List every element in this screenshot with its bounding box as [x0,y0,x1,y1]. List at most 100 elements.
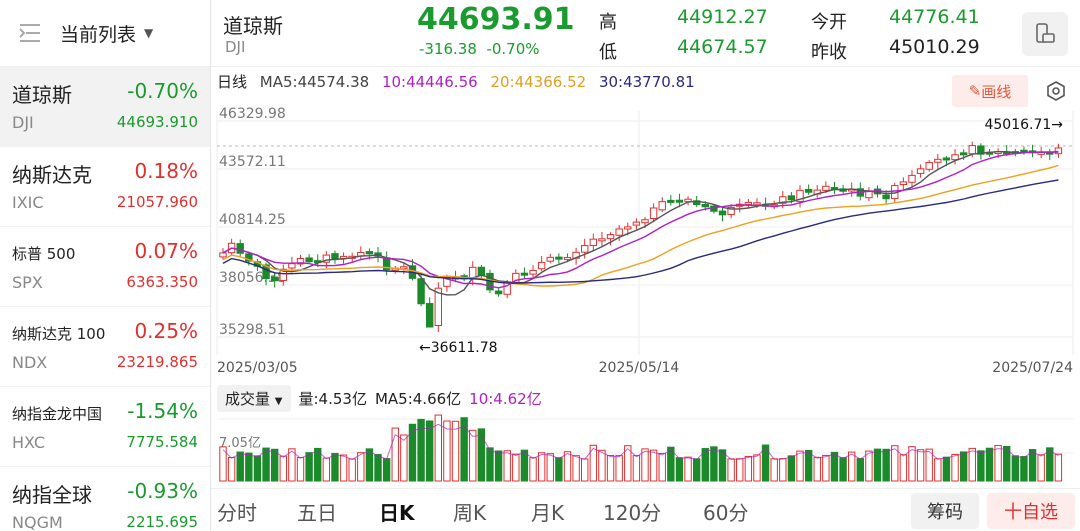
y-tick-label: 35298.51 [219,322,286,338]
volume-bar [443,420,451,482]
volume-bar [856,458,865,482]
volume-bar [555,457,563,482]
draw-line-button[interactable]: ✎ 画线 [952,75,1028,107]
sidebar-item-ndx[interactable]: 纳斯达克 100 NDX 0.25% 23219.865 [0,307,210,387]
high-label: 高 [599,12,617,33]
pencil-icon: ✎ [968,82,982,100]
sidebar-item-code: NDX [12,353,48,372]
volume-bar [279,455,287,482]
volume-bar [770,458,778,482]
candle-down [520,272,529,276]
candle-up [598,238,606,242]
candle-up [822,185,830,191]
period-tabs: 分时 五日 日K 周K 月K 120分 60分 筹码 十自选 [211,488,1080,531]
sidebar-item-ixic[interactable]: 纳斯达克 IXIC 0.18% 21057.960 [0,147,210,227]
candle-up [615,228,623,236]
sidebar-header: 当前列表 ▼ [0,0,210,67]
sidebar-item-percent: 0.18% [134,159,198,183]
candle-down [425,303,434,328]
quote-header: 道琼斯 DJI 44693.91 -316.38 -0.70% 高 44912.… [211,0,1080,67]
volume-bar [882,448,890,482]
current-price: 44693.91 [417,2,575,37]
kline-svg[interactable]: 46329.9843572.1140814.2538056.3835298.51… [211,67,1080,488]
volume-bar [753,454,761,482]
candle-down [305,257,313,263]
sidebar-item-nqgm[interactable]: 纳指全球 NQGM -0.93% 2215.695 [0,467,210,531]
volume-bar [1003,445,1011,482]
candle-up [400,266,408,270]
ma10-line [222,151,1059,289]
tab-3[interactable]: 周K [453,501,487,525]
sidebar-item-percent: 0.07% [134,239,198,263]
volume-bar [581,458,589,482]
candle-up [753,202,761,206]
volume-bar [977,450,985,482]
candle-down [804,188,813,193]
volume-bar [736,458,744,482]
volume-bar [632,455,641,482]
volume-value: 量:4.53亿 [298,389,367,408]
candle-down [882,194,890,200]
collapse-menu-icon[interactable] [0,23,60,43]
volume-bar [830,451,839,482]
tab-4[interactable]: 月K [531,501,565,525]
open-value: 44776.41 [889,6,980,28]
volume-bar [1020,456,1028,482]
volume-bar [400,434,408,482]
volume-selector[interactable]: 成交量 ▼ [217,384,291,412]
candle-up [641,219,649,224]
candle-up [779,196,787,204]
volume-tick-label: 7.05亿 [219,436,261,451]
rotate-screen-icon[interactable] [1022,12,1068,56]
tab-6[interactable]: 60分 [703,501,749,525]
settings-icon[interactable] [1041,76,1071,106]
prev-close-value: 45010.29 [889,36,980,58]
sidebar-item-name: 纳斯达克 100 [12,325,106,343]
tab-2[interactable]: 日K [379,501,415,525]
volume-bar [710,446,718,482]
volume-bar [219,446,227,482]
volume-bar [520,449,529,482]
chevron-down-icon[interactable]: ▼ [144,26,154,40]
add-watchlist-button[interactable]: 十自选 [987,493,1075,529]
sidebar-item-price: 2215.695 [126,513,198,531]
sidebar-item-spx[interactable]: 标普 500 SPX 0.07% 6363.350 [0,227,210,307]
list-title[interactable]: 当前列表 [60,23,137,46]
volume-bar [486,447,494,482]
volume-bar [649,449,658,482]
volume-bar [503,450,511,482]
candle-up [589,238,598,247]
sidebar-item-price: 23219.865 [116,353,198,371]
low-label: 低 [599,42,617,63]
volume-bar [1046,447,1054,482]
volume-ma-line [222,423,1059,460]
volume-bar [787,455,796,482]
tab-5[interactable]: 120分 [603,501,662,525]
volume-bar [451,420,460,482]
sidebar-item-hxc[interactable]: 纳指金龙中国 HXC -1.54% 7775.584 [0,387,210,467]
ma20-line [222,164,1059,287]
volume-bar [365,448,374,482]
change-value: -316.38 [419,40,477,58]
volume-bar [779,458,787,482]
change-percent: -0.70% [486,40,540,58]
index-name: 道琼斯 [223,14,283,38]
candle-down [262,264,270,280]
candle-down [477,266,486,276]
chips-button[interactable]: 筹码 [911,493,979,529]
candle-down [245,253,253,262]
tab-0[interactable]: 分时 [217,501,257,525]
candle-up [296,258,305,265]
tab-1[interactable]: 五日 [297,501,337,525]
candle-down [977,145,985,155]
candle-up [658,201,666,211]
volume-bar [494,450,503,482]
volume-bar [227,457,236,482]
candle-up [581,245,589,253]
volume-bar [934,458,942,482]
min-annotation: ←36611.78 [419,340,498,356]
volume-bar [1011,455,1020,482]
prev-close-label: 昨收 [811,42,847,63]
sidebar-item-dji[interactable]: 道琼斯 DJI -0.70% 44693.910 [0,67,210,147]
sidebar-item-percent: -0.70% [127,79,198,103]
